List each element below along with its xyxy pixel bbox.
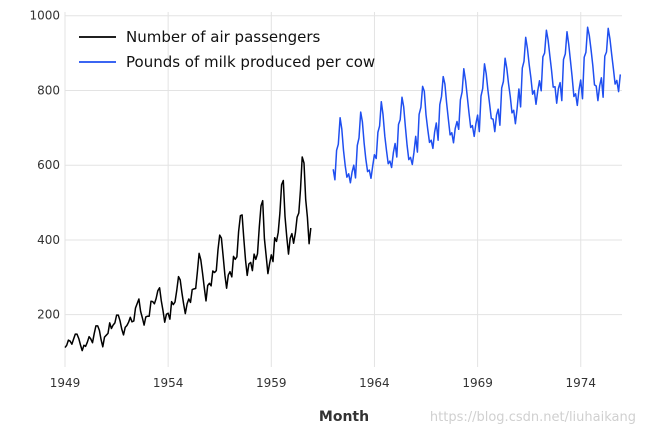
y-tick-label: 400: [37, 233, 60, 247]
plot-area: [65, 12, 622, 367]
legend-label-milk: Pounds of milk produced per cow: [126, 53, 375, 71]
x-tick-label: 1964: [359, 376, 390, 390]
axis-ticks: 1949 1954 1959 1964 1969 1974 200 400 600 800 1000: [29, 9, 596, 390]
x-tick-label: 1954: [153, 376, 184, 390]
series-lines: [64, 26, 622, 352]
legend-label-air-passengers: Number of air passengers: [126, 28, 321, 46]
legend: Number of air passengers Pounds of milk …: [79, 28, 375, 71]
watermark: https://blog.csdn.net/liuhaikang: [430, 410, 636, 425]
y-tick-label: 1000: [29, 9, 60, 23]
y-tick-label: 800: [37, 83, 60, 97]
x-tick-label: 1949: [50, 376, 81, 390]
grid: [64, 12, 622, 367]
y-tick-label: 600: [37, 158, 60, 172]
x-axis-title: Month: [319, 409, 369, 425]
series-line-0: [64, 156, 312, 352]
y-tick-label: 200: [37, 308, 60, 322]
x-tick-label: 1974: [565, 376, 596, 390]
x-tick-label: 1959: [256, 376, 287, 390]
series-line-1: [332, 26, 622, 184]
x-tick-label: 1969: [462, 376, 493, 390]
